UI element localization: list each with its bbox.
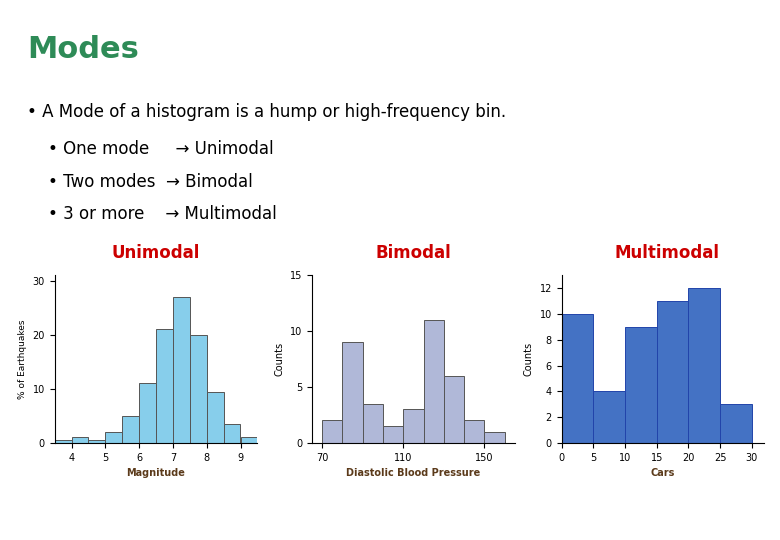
Text: Copyright © 2014, 2012, 2009 Pearson Education, Inc.: Copyright © 2014, 2012, 2009 Pearson Edu…: [256, 518, 524, 528]
Bar: [139, 383, 156, 443]
Bar: [689, 288, 720, 443]
Text: Multimodal: Multimodal: [615, 244, 719, 262]
Text: • One mode     → Unimodal: • One mode → Unimodal: [27, 140, 274, 158]
Bar: [383, 426, 403, 443]
Text: • 3 or more    → Multimodal: • 3 or more → Multimodal: [27, 205, 277, 223]
Bar: [224, 424, 240, 443]
Bar: [88, 440, 105, 443]
Bar: [562, 314, 594, 443]
Bar: [72, 437, 88, 443]
Bar: [424, 320, 444, 443]
Text: Bimodal: Bimodal: [375, 244, 452, 262]
Bar: [403, 409, 424, 443]
Text: • Two modes  → Bimodal: • Two modes → Bimodal: [27, 173, 253, 191]
Bar: [105, 432, 122, 443]
Y-axis label: Counts: Counts: [524, 342, 534, 376]
Text: PEARSON: PEARSON: [601, 514, 710, 532]
Bar: [173, 297, 190, 443]
Bar: [720, 404, 752, 443]
X-axis label: Cars: Cars: [651, 468, 675, 478]
Bar: [122, 416, 139, 443]
Bar: [207, 392, 224, 443]
Bar: [363, 404, 383, 443]
Bar: [240, 437, 257, 443]
Bar: [657, 301, 689, 443]
Bar: [594, 392, 625, 443]
Bar: [342, 342, 363, 443]
Text: 18: 18: [741, 516, 757, 529]
Bar: [322, 421, 342, 443]
Bar: [444, 376, 464, 443]
Bar: [55, 440, 72, 443]
Text: • A Mode of a histogram is a hump or high-frequency bin.: • A Mode of a histogram is a hump or hig…: [27, 103, 506, 120]
Bar: [156, 329, 173, 443]
Y-axis label: Counts: Counts: [275, 342, 285, 376]
Bar: [464, 421, 484, 443]
X-axis label: Diastolic Blood Pressure: Diastolic Blood Pressure: [346, 468, 480, 478]
Text: ALWAYS LEARNING: ALWAYS LEARNING: [23, 518, 126, 528]
Bar: [190, 335, 207, 443]
Text: Unimodal: Unimodal: [112, 244, 200, 262]
Bar: [484, 431, 505, 443]
X-axis label: Magnitude: Magnitude: [126, 468, 186, 478]
Text: Modes: Modes: [27, 35, 139, 64]
Bar: [625, 327, 657, 443]
Y-axis label: % of Earthquakes: % of Earthquakes: [18, 319, 27, 399]
